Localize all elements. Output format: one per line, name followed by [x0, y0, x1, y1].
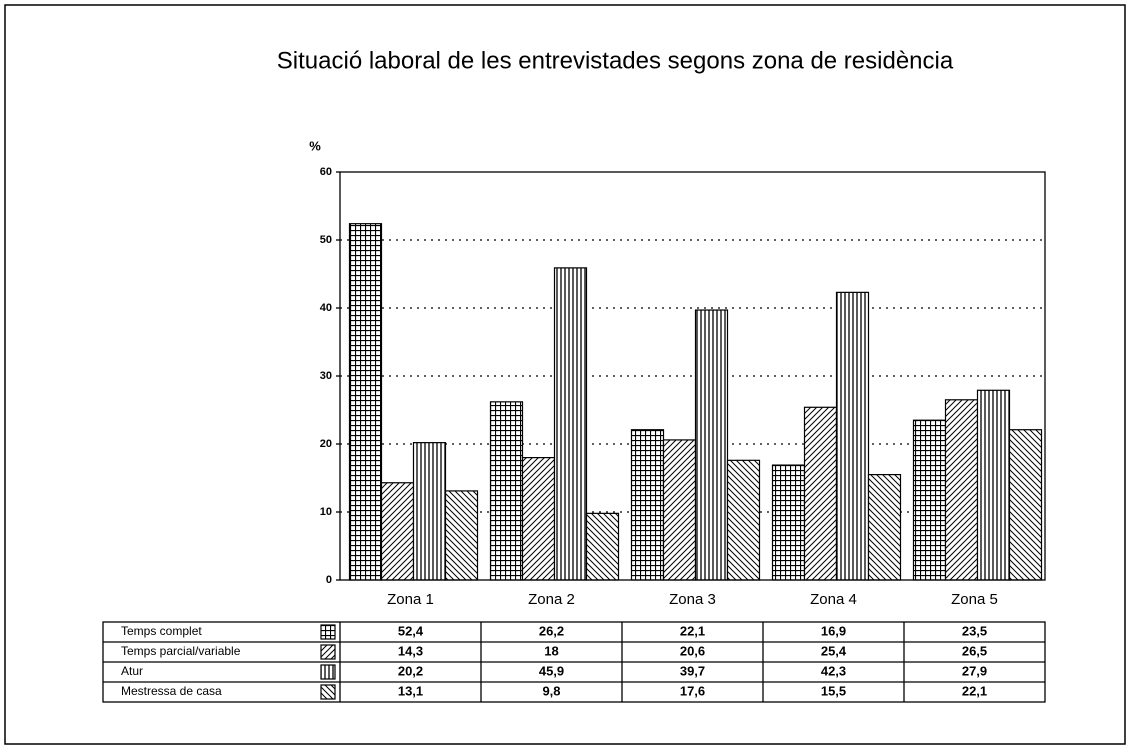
value-label: 25,4 — [821, 643, 847, 658]
value-label: 16,9 — [821, 623, 846, 638]
value-label: 17,6 — [680, 683, 705, 698]
y-tick-label: 40 — [320, 302, 332, 314]
x-tick-label: Zona 4 — [810, 591, 857, 608]
value-label: 23,5 — [962, 623, 987, 638]
bar — [835, 291, 870, 581]
bar — [585, 512, 620, 581]
bar — [348, 223, 383, 581]
chart-title: Situació laboral de les entrevistades se… — [277, 47, 954, 74]
bar — [694, 309, 729, 581]
frame — [4, 4, 1126, 745]
legend-swatch — [320, 684, 336, 700]
legend-swatch — [320, 644, 336, 660]
bar — [771, 464, 806, 581]
bar — [380, 482, 415, 581]
bar — [630, 429, 665, 581]
y-tick-label: 60 — [320, 166, 332, 178]
value-label: 22,1 — [680, 623, 705, 638]
bar — [412, 442, 447, 581]
value-label: 27,9 — [962, 663, 987, 678]
bar — [1008, 429, 1043, 581]
x-tick-label: Zona 3 — [669, 591, 716, 608]
value-label: 42,3 — [821, 663, 846, 678]
bar — [976, 389, 1011, 581]
x-tick-label: Zona 2 — [528, 591, 575, 608]
bar — [444, 490, 479, 581]
bar — [912, 419, 947, 581]
legend-label: Atur — [121, 664, 143, 678]
bar — [662, 439, 697, 581]
value-label: 45,9 — [539, 663, 564, 678]
bar — [521, 457, 556, 581]
bar — [726, 459, 761, 581]
value-label: 26,2 — [539, 623, 564, 638]
y-tick-label: 50 — [320, 234, 332, 246]
bar — [489, 401, 524, 581]
bar — [803, 406, 838, 581]
value-label: 20,6 — [680, 643, 705, 658]
y-tick-label: 20 — [320, 438, 332, 450]
value-label: 9,8 — [542, 683, 560, 698]
bar — [867, 474, 902, 581]
y-tick-label: 10 — [320, 506, 332, 518]
value-label: 39,7 — [680, 663, 705, 678]
bar — [553, 267, 588, 581]
value-label: 18 — [544, 643, 558, 658]
legend-label: Temps complet — [121, 624, 202, 638]
value-label: 22,1 — [962, 683, 987, 698]
y-tick-label: 30 — [320, 370, 332, 382]
legend-label: Mestressa de casa — [121, 684, 222, 698]
legend-swatch — [320, 624, 336, 640]
value-label: 52,4 — [398, 623, 424, 638]
legend-swatch — [320, 664, 336, 680]
y-tick-label: 0 — [326, 574, 332, 586]
value-label: 15,5 — [821, 683, 846, 698]
value-label: 14,3 — [398, 643, 423, 658]
value-label: 26,5 — [962, 643, 987, 658]
x-tick-label: Zona 1 — [387, 591, 434, 608]
x-tick-label: Zona 5 — [951, 591, 998, 608]
y-axis-label: % — [309, 138, 321, 153]
legend-label: Temps parcial/variable — [121, 644, 241, 658]
value-label: 13,1 — [398, 683, 423, 698]
plot-frame — [339, 171, 1046, 581]
bar — [944, 399, 979, 581]
value-label: 20,2 — [398, 663, 423, 678]
